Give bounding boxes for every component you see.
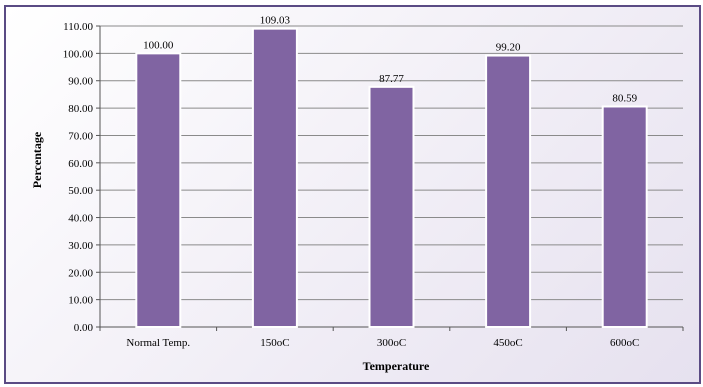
y-axis-title: Percentage [30,131,44,188]
bar-5 [601,105,648,328]
x-axis-title: Temperature [363,359,430,373]
y-tick-label: 110.00 [63,21,93,33]
x-tick-label: Normal Temp. [126,337,190,349]
bar-3 [368,85,415,328]
bar-2 [251,27,298,329]
labels: 0.00 10.00 20.00 30.00 40.00 50.00 60.00 70.00 8… [63,15,640,349]
y-tick-label: 100.00 [63,48,94,60]
data-label: 87.77 [379,73,404,85]
data-label: 100.00 [143,39,174,51]
y-tick-label: 10.00 [68,295,93,307]
chart-frame [4,5,701,384]
x-tick-label: 150oC [260,337,289,349]
data-label: 109.03 [260,15,291,27]
y-tick-label: 50.00 [68,185,93,197]
bar-1 [135,52,182,328]
y-tick-label: 0.00 [74,322,94,334]
x-tick-label: 300oC [377,337,406,349]
bar-4 [485,54,532,328]
y-tick-label: 40.00 [68,213,93,225]
y-tick-label: 20.00 [68,267,93,279]
x-tick-label: 600oC [610,337,639,349]
y-tick-label: 90.00 [68,76,93,88]
y-tick-label: 80.00 [68,103,93,115]
y-tick-label: 70.00 [68,130,93,142]
y-tick-label: 30.00 [68,240,93,252]
y-tick-label: 60.00 [68,158,93,170]
gridlines [100,25,683,301]
data-label: 99.20 [496,42,521,54]
bars [135,27,648,329]
x-tick-label: 450oC [493,337,522,349]
data-label: 80.59 [612,92,637,104]
